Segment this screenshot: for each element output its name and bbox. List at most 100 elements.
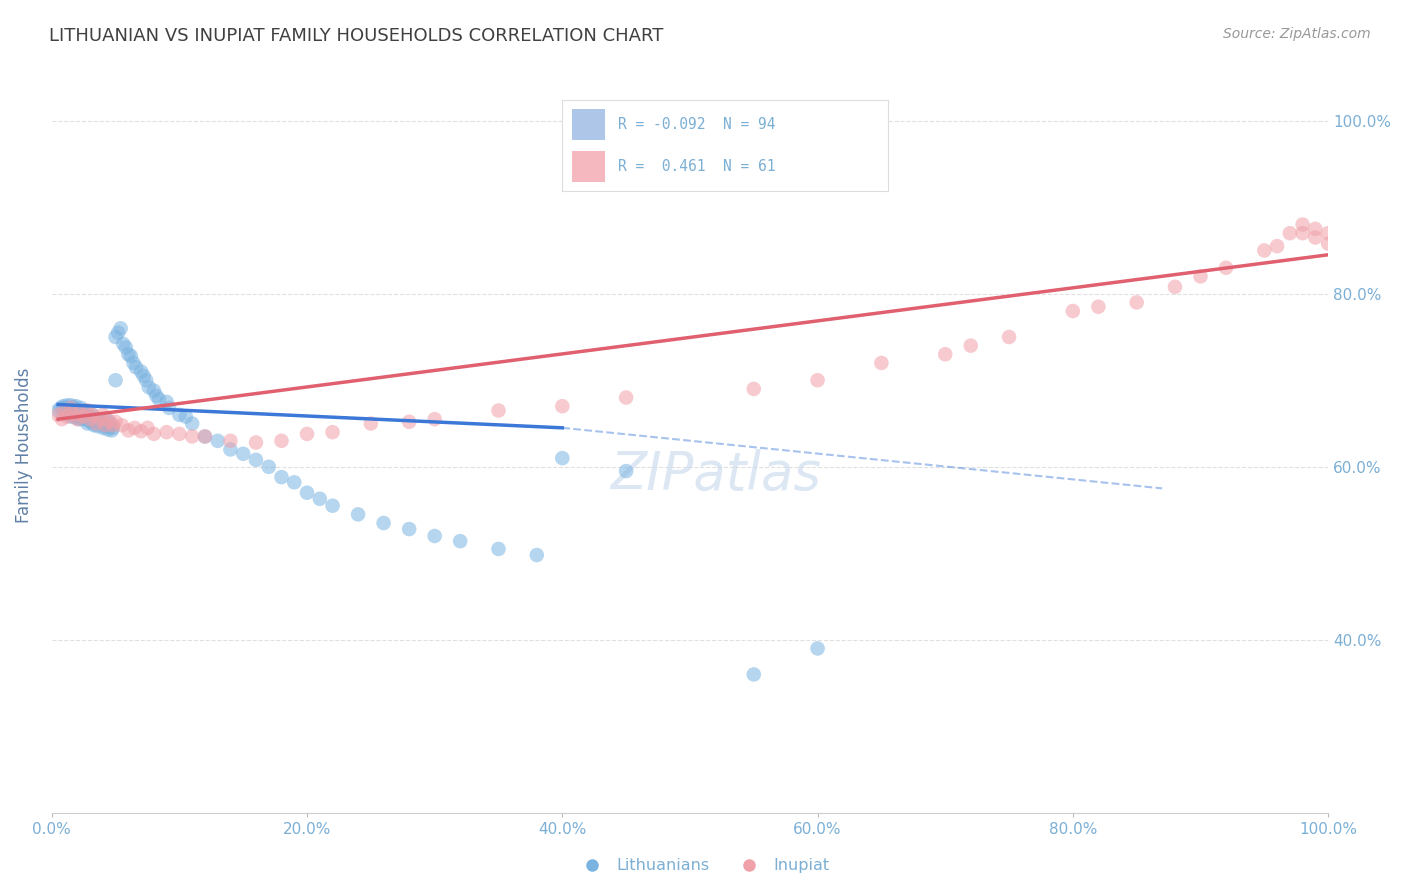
- Point: [56, 409, 79, 424]
- Point: [308, 491, 330, 506]
- Point: [77, 413, 100, 427]
- Point: [104, 330, 127, 344]
- Point: [270, 470, 292, 484]
- Point: [1291, 218, 1313, 232]
- Point: [207, 434, 229, 448]
- Point: [148, 392, 170, 407]
- Point: [1125, 295, 1147, 310]
- Point: [49, 401, 72, 415]
- Point: [347, 508, 370, 522]
- Point: [245, 453, 267, 467]
- Point: [138, 380, 160, 394]
- Point: [59, 401, 82, 415]
- Point: [551, 399, 574, 413]
- Point: [56, 404, 79, 418]
- Point: [51, 412, 73, 426]
- Point: [91, 421, 114, 435]
- Point: [86, 419, 108, 434]
- Point: [82, 408, 104, 422]
- Text: Source: ZipAtlas.com: Source: ZipAtlas.com: [1223, 27, 1371, 41]
- Point: [117, 347, 139, 361]
- Point: [124, 421, 146, 435]
- Point: [181, 429, 204, 443]
- Point: [194, 429, 217, 443]
- Point: [114, 340, 136, 354]
- Point: [63, 408, 86, 422]
- Point: [60, 402, 83, 417]
- Point: [614, 464, 637, 478]
- Point: [63, 409, 86, 424]
- Point: [245, 435, 267, 450]
- Point: [46, 403, 69, 417]
- Point: [46, 408, 69, 422]
- Point: [73, 409, 96, 424]
- Point: [1164, 280, 1187, 294]
- Point: [219, 442, 242, 457]
- Point: [373, 516, 395, 530]
- Point: [80, 412, 103, 426]
- Point: [53, 406, 76, 420]
- Point: [66, 411, 89, 425]
- Point: [1062, 304, 1084, 318]
- Point: [360, 417, 382, 431]
- Point: [129, 425, 152, 439]
- Legend: Lithuanians, Inupiat: Lithuanians, Inupiat: [569, 852, 837, 880]
- Point: [86, 417, 108, 431]
- Point: [107, 326, 129, 340]
- Point: [1305, 222, 1327, 236]
- Point: [66, 405, 89, 419]
- Point: [145, 389, 167, 403]
- Point: [1317, 236, 1340, 251]
- Point: [488, 403, 510, 417]
- Point: [295, 485, 318, 500]
- Point: [423, 529, 446, 543]
- Point: [142, 384, 165, 398]
- Point: [56, 398, 79, 412]
- Point: [91, 408, 114, 422]
- Point: [219, 434, 242, 448]
- Point: [742, 382, 765, 396]
- Point: [398, 522, 420, 536]
- Point: [120, 349, 142, 363]
- Point: [111, 418, 134, 433]
- Point: [52, 399, 75, 413]
- Point: [156, 425, 179, 439]
- Point: [63, 406, 86, 420]
- Point: [89, 413, 111, 427]
- Point: [91, 416, 114, 430]
- Point: [488, 541, 510, 556]
- Point: [125, 360, 148, 375]
- Point: [129, 365, 152, 379]
- Point: [110, 321, 132, 335]
- Point: [75, 407, 97, 421]
- Point: [1291, 226, 1313, 240]
- Point: [66, 412, 89, 426]
- Point: [100, 417, 122, 431]
- Point: [59, 409, 82, 424]
- Point: [69, 412, 91, 426]
- Point: [742, 667, 765, 681]
- Point: [59, 398, 82, 412]
- Point: [65, 399, 87, 413]
- Point: [79, 412, 101, 426]
- Point: [104, 415, 127, 429]
- Point: [934, 347, 956, 361]
- Point: [62, 400, 84, 414]
- Point: [79, 415, 101, 429]
- Point: [83, 418, 105, 433]
- Point: [101, 418, 124, 433]
- Point: [806, 373, 828, 387]
- Point: [69, 406, 91, 420]
- Point: [82, 408, 104, 422]
- Point: [136, 421, 159, 435]
- Point: [257, 459, 280, 474]
- Point: [100, 424, 122, 438]
- Point: [1278, 226, 1301, 240]
- Text: ZIPatlas: ZIPatlas: [610, 449, 821, 500]
- Text: LITHUANIAN VS INUPIAT FAMILY HOUSEHOLDS CORRELATION CHART: LITHUANIAN VS INUPIAT FAMILY HOUSEHOLDS …: [49, 27, 664, 45]
- Point: [112, 337, 135, 351]
- Point: [94, 417, 117, 432]
- Point: [53, 403, 76, 417]
- Point: [117, 424, 139, 438]
- Point: [142, 426, 165, 441]
